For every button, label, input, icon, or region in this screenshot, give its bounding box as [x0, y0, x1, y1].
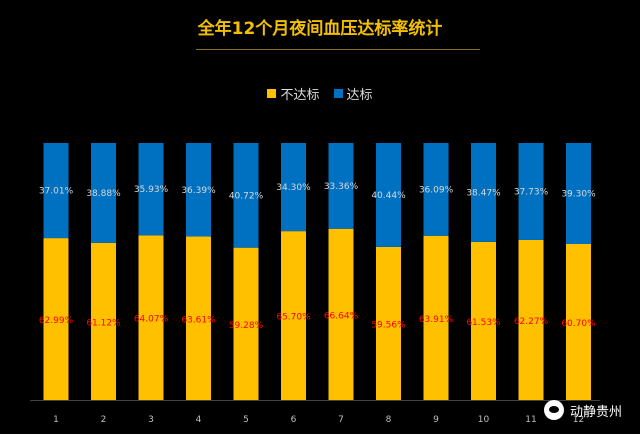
- bar-segment-pass: [138, 143, 164, 236]
- data-label-fail: 62.99%: [39, 316, 74, 326]
- chart-legend: 不达标 达标: [0, 84, 640, 103]
- data-label-fail: 63.61%: [181, 315, 216, 325]
- data-label-fail: 63.91%: [419, 315, 454, 325]
- data-label-pass: 37.01%: [39, 187, 74, 197]
- legend-swatch-fail: [267, 89, 277, 98]
- bar-segment-fail: [186, 236, 211, 400]
- watermark: 动静贵州: [543, 400, 622, 420]
- x-tick-label: 8: [386, 415, 392, 425]
- bar-segment-fail: [138, 235, 164, 400]
- bar-segment-fail: [566, 244, 591, 400]
- bar-segment-fail: [518, 239, 544, 400]
- legend-label-pass: 达标: [346, 88, 373, 103]
- data-label-pass: 35.93%: [134, 185, 169, 195]
- x-tick-label: 7: [338, 415, 344, 425]
- bar-segment-fail: [233, 247, 259, 400]
- data-label-pass: 36.39%: [181, 186, 216, 196]
- data-label-fail: 62.27%: [514, 317, 549, 327]
- bar-segment-fail: [281, 231, 306, 400]
- x-tick-label: 5: [243, 415, 249, 425]
- bar-segment-pass: [518, 143, 544, 240]
- bar-segment-fail: [43, 238, 69, 400]
- x-tick-label: 2: [101, 415, 107, 425]
- data-label-pass: 38.47%: [466, 188, 501, 198]
- watermark-text: 动静贵州: [569, 404, 622, 420]
- bar-segment-pass: [471, 143, 496, 242]
- x-tick-label: 12: [573, 415, 584, 425]
- wechat-icon: [543, 400, 564, 420]
- data-label-fail: 59.56%: [371, 320, 406, 330]
- bar-segment-fail: [91, 242, 116, 400]
- x-tick-label: 3: [148, 415, 154, 425]
- x-tick-label: 1: [53, 415, 59, 425]
- bar-segment-fail: [423, 235, 449, 400]
- chart-title: 全年12个月夜间血压达标率统计: [197, 19, 443, 39]
- bar-segment-pass: [566, 143, 591, 245]
- data-label-pass: 40.44%: [371, 191, 406, 201]
- x-tick-label: 6: [291, 415, 297, 425]
- legend-item-fail: 不达标: [267, 84, 320, 103]
- bar-segment-pass: [186, 143, 211, 237]
- data-label-pass: 36.09%: [419, 185, 454, 195]
- x-tick-label: 11: [525, 415, 536, 425]
- x-tick-label: 4: [196, 415, 202, 425]
- data-label-pass: 34.30%: [276, 183, 311, 193]
- bar-segment-pass: [423, 143, 449, 236]
- x-tick-label: 9: [433, 415, 439, 425]
- data-label-fail: 65.70%: [276, 313, 311, 323]
- x-tick-label: 10: [478, 415, 490, 425]
- data-label-pass: 39.30%: [561, 190, 596, 200]
- title-underline: [196, 49, 480, 50]
- bar-segment-pass: [43, 143, 69, 239]
- bar-segment-fail: [471, 241, 496, 400]
- bar-segment-fail: [328, 228, 354, 400]
- data-label-fail: 60.70%: [561, 319, 596, 329]
- bar-segment-pass: [233, 143, 259, 248]
- bar-segment-fail: [376, 246, 401, 400]
- legend-label-fail: 不达标: [280, 88, 320, 103]
- data-label-fail: 61.12%: [86, 318, 121, 328]
- legend-swatch-pass: [333, 89, 343, 98]
- data-label-fail: 61.53%: [466, 318, 501, 328]
- bar-segment-pass: [328, 143, 354, 229]
- legend-item-pass: 达标: [333, 84, 373, 103]
- data-label-fail: 66.64%: [324, 311, 359, 321]
- data-label-pass: 38.88%: [86, 189, 121, 199]
- bar-segment-pass: [281, 143, 306, 232]
- data-label-pass: 40.72%: [229, 191, 264, 201]
- bar-segment-pass: [376, 143, 401, 247]
- bar-segment-pass: [91, 143, 116, 243]
- data-label-fail: 59.28%: [229, 321, 264, 331]
- data-label-pass: 33.36%: [324, 182, 359, 192]
- data-label-pass: 37.73%: [514, 187, 549, 197]
- data-label-fail: 64.07%: [134, 315, 169, 325]
